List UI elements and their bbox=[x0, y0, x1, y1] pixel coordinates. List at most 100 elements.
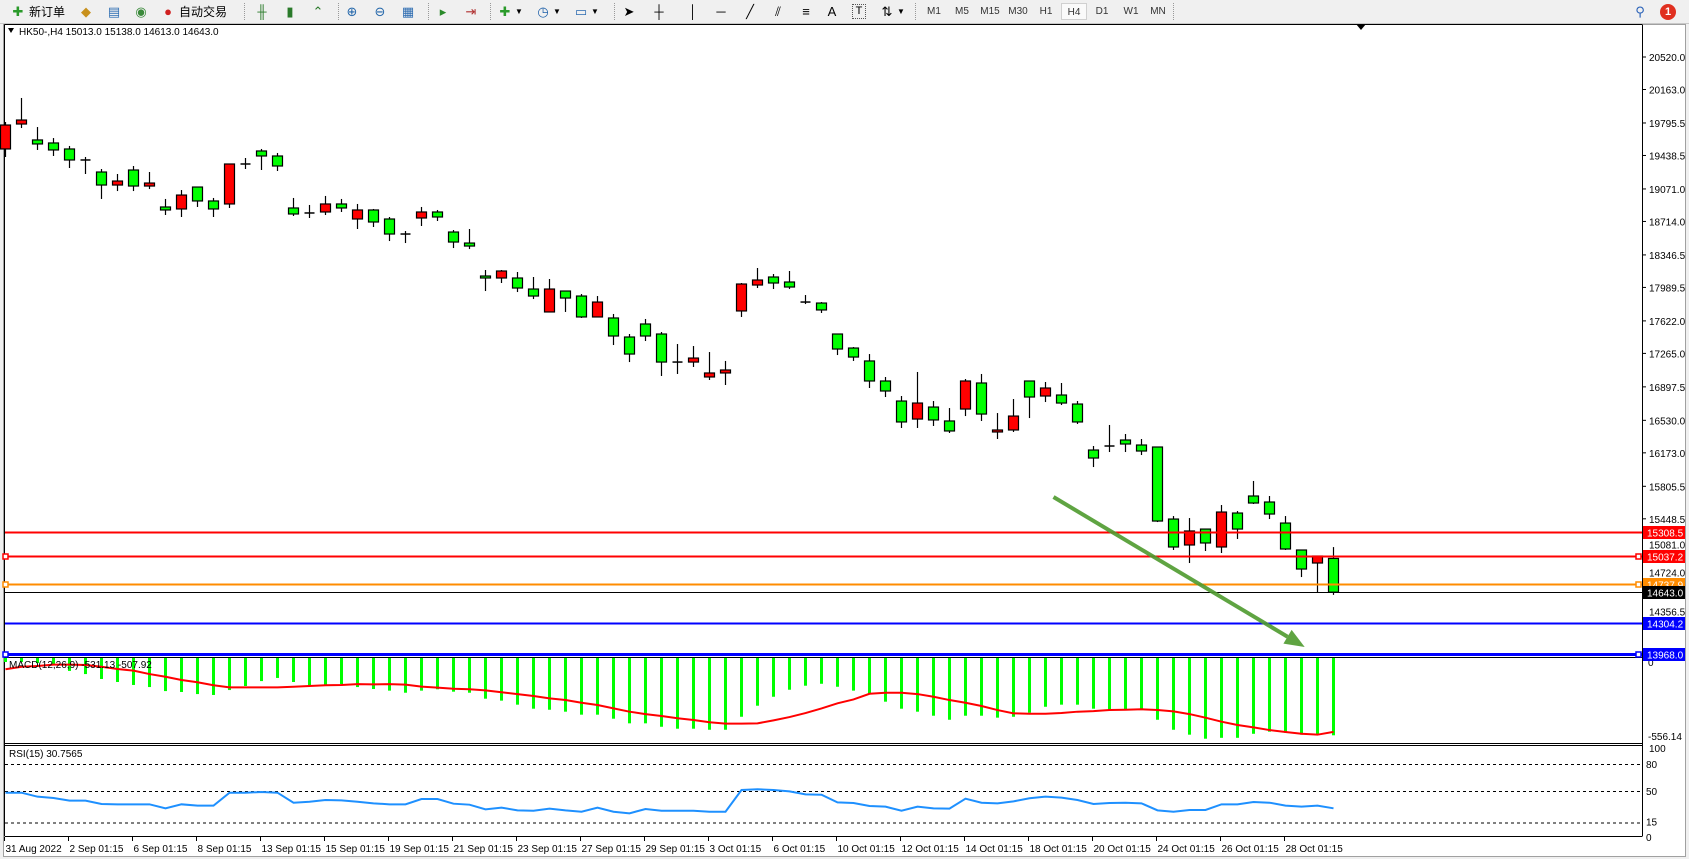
timeframe-m15-button[interactable]: M15 bbox=[980, 6, 1000, 17]
price-label-box bbox=[1643, 550, 1685, 563]
candle-body bbox=[415, 211, 428, 219]
auto-scroll-button[interactable]: ▸ bbox=[435, 2, 451, 21]
candle-body bbox=[495, 270, 508, 279]
candle-body bbox=[879, 380, 892, 392]
trend-arrow[interactable] bbox=[1052, 495, 1305, 647]
time-axis[interactable]: 31 Aug 2022 2 Sep 01:15 6 Sep 01:15 8 Sep 0… bbox=[4, 837, 1344, 855]
candle bbox=[800, 295, 811, 305]
candle bbox=[400, 231, 411, 244]
candle bbox=[767, 273, 780, 290]
crosshair-button[interactable]: ┼ bbox=[651, 2, 667, 21]
candle-body bbox=[1263, 501, 1276, 515]
arrow-head-icon[interactable] bbox=[1283, 629, 1305, 647]
market-watch-icon: ▤ bbox=[107, 3, 121, 19]
macd-histogram-bar bbox=[596, 658, 599, 715]
macd-histogram-bar bbox=[1060, 658, 1063, 705]
line-handle[interactable] bbox=[2, 553, 9, 560]
text-button[interactable]: A bbox=[824, 2, 840, 21]
candle bbox=[1215, 505, 1228, 554]
macd-histogram-bar bbox=[1252, 658, 1255, 734]
macd-histogram-bar bbox=[404, 658, 407, 693]
trendline-button[interactable]: ╱ bbox=[742, 2, 758, 21]
timeframe-m30-button[interactable]: M30 bbox=[1008, 6, 1028, 17]
auto-trading-button[interactable]: ● 自动交易 bbox=[160, 2, 227, 21]
line-handle[interactable] bbox=[2, 581, 9, 588]
macd-histogram-bar bbox=[1284, 658, 1287, 733]
auto-trading-label: 自动交易 bbox=[179, 5, 228, 19]
timeframe-d1-button[interactable]: D1 bbox=[1095, 6, 1109, 17]
new-order-button[interactable]: ✚ 新订单 bbox=[10, 2, 65, 21]
notifications-button[interactable]: 1 bbox=[1660, 2, 1676, 21]
timeframe-mn-button[interactable]: MN bbox=[1150, 6, 1166, 17]
timeframe-m5-button[interactable]: M5 bbox=[955, 6, 969, 17]
line-handle[interactable] bbox=[2, 651, 9, 658]
candle bbox=[1119, 433, 1132, 453]
timeframe-w1-button[interactable]: W1 bbox=[1123, 6, 1139, 17]
line-handle[interactable] bbox=[1635, 651, 1642, 658]
candle-body bbox=[1119, 439, 1132, 445]
zoom-in-icon: ⊕ bbox=[346, 3, 358, 19]
text-label-button[interactable]: T bbox=[852, 2, 866, 21]
candle-body bbox=[191, 186, 204, 202]
periods-button[interactable]: ◷ ▼ bbox=[535, 2, 561, 21]
line-chart-button[interactable]: ⌃ bbox=[310, 2, 326, 21]
zoom-out-button[interactable]: ⊖ bbox=[372, 2, 388, 21]
macd-histogram-bar bbox=[4, 658, 7, 662]
macd-histogram-bar bbox=[996, 658, 999, 718]
candle bbox=[335, 198, 348, 212]
price-tick-label: 17265.0 bbox=[1649, 349, 1686, 360]
bar-chart-button[interactable]: ╫ bbox=[254, 2, 270, 21]
candle bbox=[575, 294, 588, 318]
search-button[interactable]: ⚲ bbox=[1632, 2, 1648, 21]
fibonacci-button[interactable]: ≡ bbox=[798, 2, 814, 21]
chart-shift-button[interactable]: ⇥ bbox=[463, 2, 479, 21]
zoom-in-button[interactable]: ⊕ bbox=[344, 2, 360, 21]
time-label: 14 Oct 01:15 bbox=[966, 844, 1024, 855]
templates-button[interactable]: ▭ ▼ bbox=[573, 2, 599, 21]
arrow-shaft[interactable] bbox=[1052, 495, 1289, 639]
timeframe-m1-button[interactable]: M1 bbox=[927, 6, 941, 17]
vertical-line-button[interactable]: │ bbox=[685, 2, 701, 21]
line-handle[interactable] bbox=[1635, 581, 1642, 588]
line-handle[interactable] bbox=[1635, 553, 1642, 560]
macd-histogram-bar bbox=[20, 658, 23, 662]
arrows-button[interactable]: ⇅ ▼ bbox=[879, 2, 905, 21]
candle bbox=[1231, 511, 1244, 539]
cursor-button[interactable]: ➤ bbox=[621, 2, 637, 21]
gold-button[interactable]: ◆ bbox=[78, 2, 94, 21]
macd-histogram-bar bbox=[708, 658, 711, 730]
macd-histogram-bar bbox=[420, 658, 423, 691]
candle-body bbox=[255, 150, 268, 157]
timeframe-h4-button[interactable]: H4 bbox=[1061, 3, 1087, 20]
candle-body bbox=[0, 124, 12, 150]
equidistant-channel-button[interactable]: ⫽ bbox=[770, 2, 786, 21]
candle-body bbox=[607, 317, 620, 337]
tile-windows-button[interactable]: ▦ bbox=[400, 2, 416, 21]
candlestick-button[interactable]: ▮ bbox=[282, 2, 298, 21]
candle-body bbox=[783, 281, 796, 288]
price-axis[interactable]: 20520.0 20163.0 19795.5 19438.5 19071.0 18714… bbox=[1642, 53, 1686, 662]
auto-scroll-icon: ▸ bbox=[439, 3, 447, 19]
time-label: 18 Oct 01:15 bbox=[1030, 844, 1088, 855]
candle bbox=[415, 206, 428, 227]
rsi-axis-label: 100 bbox=[1649, 744, 1666, 755]
macd-histogram-bar bbox=[1300, 658, 1303, 735]
chart-shift-marker-icon[interactable] bbox=[1356, 24, 1366, 30]
candle-body bbox=[15, 119, 28, 125]
candle bbox=[655, 332, 668, 376]
symbol-menu-triangle-icon[interactable] bbox=[8, 28, 14, 33]
horizontal-lines[interactable] bbox=[2, 531, 1642, 658]
timeframe-h1-button[interactable]: H1 bbox=[1039, 6, 1053, 17]
macd-histogram-bar bbox=[612, 658, 615, 719]
market-watch-button[interactable]: ▤ bbox=[106, 2, 122, 21]
candle bbox=[543, 279, 556, 313]
macd-histogram-bar bbox=[900, 658, 903, 709]
time-label: 29 Sep 01:15 bbox=[646, 844, 706, 855]
candles bbox=[0, 97, 1340, 595]
add-indicator-button[interactable]: ✚ ▼ bbox=[497, 2, 523, 21]
macd-histogram-bar bbox=[356, 658, 359, 688]
signals-button[interactable]: ◉ bbox=[133, 2, 149, 21]
horizontal-line-button[interactable]: ─ bbox=[713, 2, 729, 21]
chart-header: HK50-,H4 15013.0 15138.0 14613.0 14643.0 bbox=[19, 27, 219, 38]
